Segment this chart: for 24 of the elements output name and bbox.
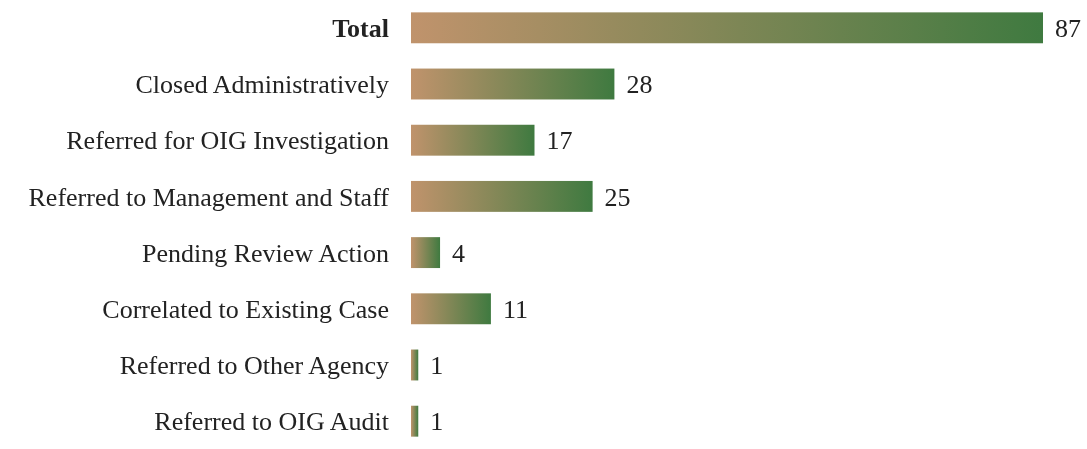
y-tick-label: Total: [332, 13, 389, 43]
data-label: 87: [1055, 13, 1081, 43]
data-label: 25: [604, 182, 631, 212]
data-label: 11: [502, 294, 528, 324]
y-tick-label: Correlated to Existing Case: [102, 294, 389, 324]
bar: [411, 124, 535, 156]
data-label: 1: [430, 407, 444, 437]
data-label: 1: [430, 351, 444, 381]
bar: [411, 349, 419, 381]
bar: [411, 68, 615, 100]
y-tick-label: Closed Administratively: [135, 70, 389, 100]
data-label: 28: [626, 70, 653, 100]
bar: [411, 293, 491, 325]
data-label: 4: [452, 238, 466, 268]
y-tick-label: Referred for OIG Investigation: [66, 126, 389, 156]
y-tick-label: Referred to Other Agency: [119, 351, 389, 381]
bar: [411, 237, 441, 269]
y-tick-label: Referred to Management and Staff: [28, 182, 390, 212]
y-tick-label: Pending Review Action: [142, 238, 389, 268]
bar: [411, 405, 419, 437]
bar: [411, 180, 593, 212]
data-label: 17: [546, 126, 573, 156]
y-tick-label: Referred to OIG Audit: [154, 407, 390, 437]
bar: [411, 12, 1043, 44]
